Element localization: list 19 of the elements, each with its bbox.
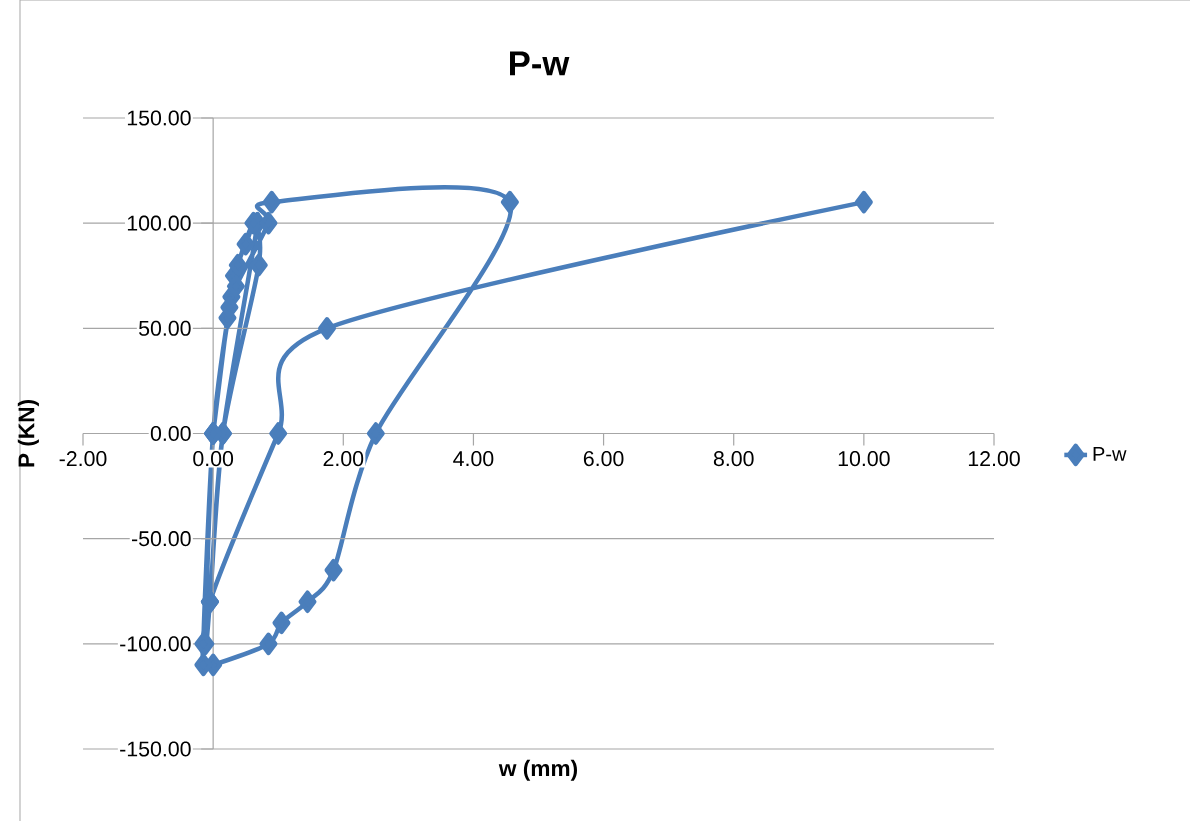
y-tick-label: 150.00 bbox=[127, 110, 191, 126]
x-tick-label: -2.00 bbox=[59, 451, 107, 467]
x-tick-label: 12.00 bbox=[968, 451, 1020, 467]
x-axis-title: w (mm) bbox=[498, 759, 578, 781]
x-tick-label: 6.00 bbox=[583, 451, 624, 467]
y-tick-label: 50.00 bbox=[139, 320, 191, 336]
x-tick-label: 10.00 bbox=[838, 451, 890, 467]
y-tick-label: -50.00 bbox=[132, 531, 191, 547]
x-tick-label: 4.00 bbox=[453, 451, 494, 467]
y-tick-label: -100.00 bbox=[120, 636, 191, 652]
y-axis-title: P (KN) bbox=[17, 400, 39, 467]
x-tick-label: 8.00 bbox=[713, 451, 754, 467]
y-tick-label: 100.00 bbox=[127, 215, 191, 231]
y-tick-label: 0.00 bbox=[150, 425, 191, 442]
legend-label: P-w bbox=[1093, 447, 1127, 461]
chart-title: P-w bbox=[510, 51, 570, 76]
y-tick-label: -150.00 bbox=[120, 741, 191, 757]
x-tick-label: 0.00 bbox=[193, 451, 234, 467]
x-tick-label: 2.00 bbox=[323, 451, 364, 467]
